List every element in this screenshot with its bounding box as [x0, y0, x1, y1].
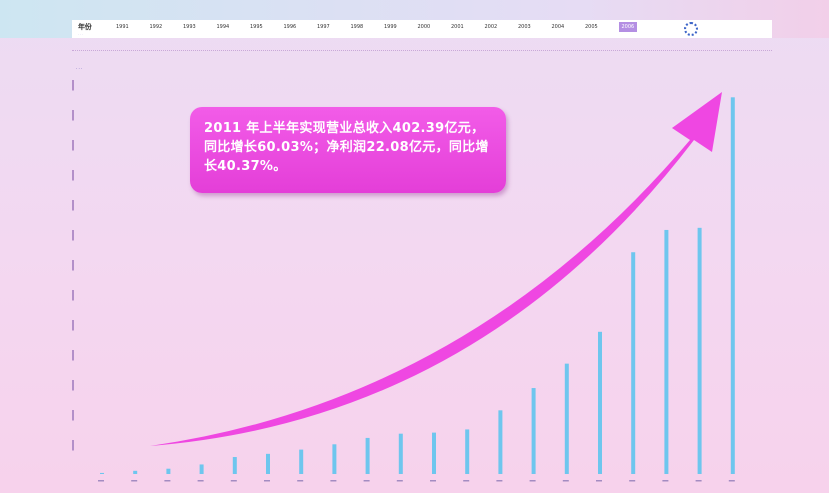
x-tick-8: [330, 480, 337, 482]
x-tick-2: [131, 480, 138, 482]
flower-icon: [684, 22, 698, 36]
x-tick-10: [396, 480, 403, 482]
year-tab-1994[interactable]: 1994: [216, 24, 230, 30]
callout-text: 2011 年上半年实现营业总收入402.39亿元，同比增长60.03%；净利润2…: [204, 121, 489, 174]
x-tick-16: [596, 480, 602, 482]
y-axis-label-mark: · · ·: [76, 66, 83, 71]
bar-20: [730, 97, 735, 475]
bar-17: [631, 252, 636, 474]
y-axis: [72, 80, 74, 470]
x-tick-14: [529, 480, 536, 482]
year-navigation: 年份 · · · 1991 1992 1993 1994 1995 1996 1997 199…: [72, 20, 772, 38]
bar-8: [332, 444, 337, 474]
bar-2: [133, 470, 138, 474]
year-tab-1998[interactable]: 1998: [350, 24, 364, 30]
x-tick-18: [662, 480, 669, 482]
year-tab-2001[interactable]: 2001: [451, 24, 464, 30]
x-tick-1: [98, 480, 104, 482]
year-tab-1999[interactable]: 1999: [384, 24, 397, 30]
bar-14: [531, 388, 536, 474]
year-tab-1997[interactable]: 1997: [317, 24, 330, 30]
year-tab-2004[interactable]: 2004: [551, 24, 565, 30]
year-tab-2005[interactable]: 2005: [585, 24, 598, 30]
bar-5: [232, 457, 237, 474]
x-tick-15: [562, 480, 569, 482]
x-tick-3: [164, 480, 171, 482]
x-tick-17: [629, 480, 636, 482]
bar-11: [432, 432, 436, 474]
bar-19: [697, 227, 702, 474]
x-tick-5: [230, 480, 237, 482]
year-tab-2003[interactable]: 2003: [518, 24, 531, 30]
x-tick-group: [98, 480, 735, 482]
bar-1: [100, 472, 104, 474]
bar-6: [266, 453, 270, 474]
year-strip-sublabel: · · ·: [78, 32, 83, 36]
year-tab-1993[interactable]: 1993: [183, 24, 196, 30]
bar-16: [598, 331, 602, 474]
callout-box: 2011 年上半年实现营业总收入402.39亿元，同比增长60.03%；净利润2…: [190, 107, 506, 193]
x-tick-19: [695, 480, 702, 482]
x-tick-12: [463, 480, 470, 482]
year-tab-1991[interactable]: 1991: [116, 24, 129, 30]
year-tab-1995[interactable]: 1995: [250, 24, 263, 30]
x-tick-7: [297, 480, 304, 482]
header-tick-row: [72, 44, 772, 51]
bar-4: [199, 464, 204, 474]
x-tick-20: [728, 480, 735, 482]
x-tick-9: [363, 480, 370, 482]
bar-15: [564, 363, 569, 474]
year-tab-1996[interactable]: 1996: [283, 24, 297, 30]
year-tab-2006[interactable]: 2006: [618, 22, 638, 32]
year-tab-2002[interactable]: 2002: [484, 24, 498, 30]
year-tab-1992[interactable]: 1992: [149, 24, 163, 30]
bar-9: [365, 437, 370, 474]
x-tick-6: [264, 480, 270, 482]
bar-7: [299, 449, 304, 474]
bar-12: [465, 429, 470, 474]
bar-13: [498, 410, 503, 474]
year-strip-label: 年份: [78, 23, 92, 31]
x-tick-11: [430, 480, 436, 482]
x-tick-13: [496, 480, 503, 482]
year-tab-2000[interactable]: 2000: [417, 24, 431, 30]
x-tick-4: [197, 480, 204, 482]
bar-3: [166, 468, 171, 474]
bar-18: [664, 229, 669, 474]
bar-group: [100, 97, 735, 475]
bar-10: [398, 433, 403, 474]
